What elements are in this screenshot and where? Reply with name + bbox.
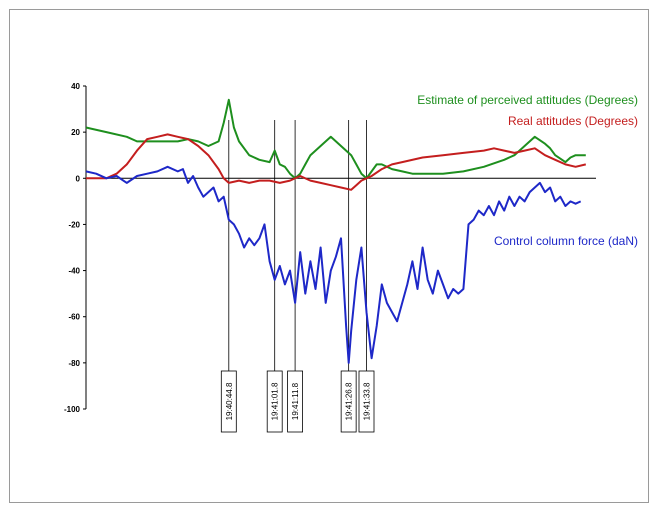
series-line-3 bbox=[85, 165, 582, 364]
time-marker-label: 19:41:01.8 bbox=[271, 382, 280, 420]
time-marker-label: 19:41:26.8 bbox=[345, 382, 354, 420]
y-tick-label: -40 bbox=[68, 267, 80, 276]
legend-label-3: Control column force (daN) bbox=[494, 234, 638, 248]
y-tick-label: 20 bbox=[71, 128, 80, 137]
y-tick-label: -20 bbox=[68, 220, 80, 229]
y-tick-label: -80 bbox=[68, 359, 80, 368]
time-markers: 19:40:44.8 19:41:01.8 19:41:11.8 19:41:26.8… bbox=[220, 120, 375, 433]
series-line-2 bbox=[86, 133, 587, 191]
y-tick-label: -100 bbox=[64, 405, 81, 414]
time-marker-box bbox=[340, 370, 357, 433]
series-lines bbox=[85, 98, 587, 364]
y-tick-label: 40 bbox=[71, 82, 80, 91]
legend-label-2: Real attitudes (Degrees) bbox=[508, 114, 638, 128]
axes: 40 20 0 -20 -40 -60 -80 -100 bbox=[64, 82, 596, 414]
series-line-1 bbox=[85, 98, 586, 180]
time-marker-box bbox=[266, 370, 283, 433]
legend-label-1: Estimate of perceived attitudes (Degrees… bbox=[417, 93, 638, 107]
time-marker-box bbox=[220, 370, 237, 433]
time-marker-box bbox=[287, 370, 304, 433]
y-tick-label: 0 bbox=[76, 174, 81, 183]
legend: Estimate of perceived attitudes (Degrees… bbox=[417, 93, 638, 248]
time-marker-label: 19:41:11.8 bbox=[291, 382, 300, 420]
time-marker-label: 19:41:33.8 bbox=[363, 382, 372, 420]
time-marker-box bbox=[358, 370, 375, 433]
chart-frame bbox=[9, 9, 649, 503]
y-tick-label: -60 bbox=[68, 313, 80, 322]
time-marker-label: 19:40:44.8 bbox=[225, 382, 234, 420]
